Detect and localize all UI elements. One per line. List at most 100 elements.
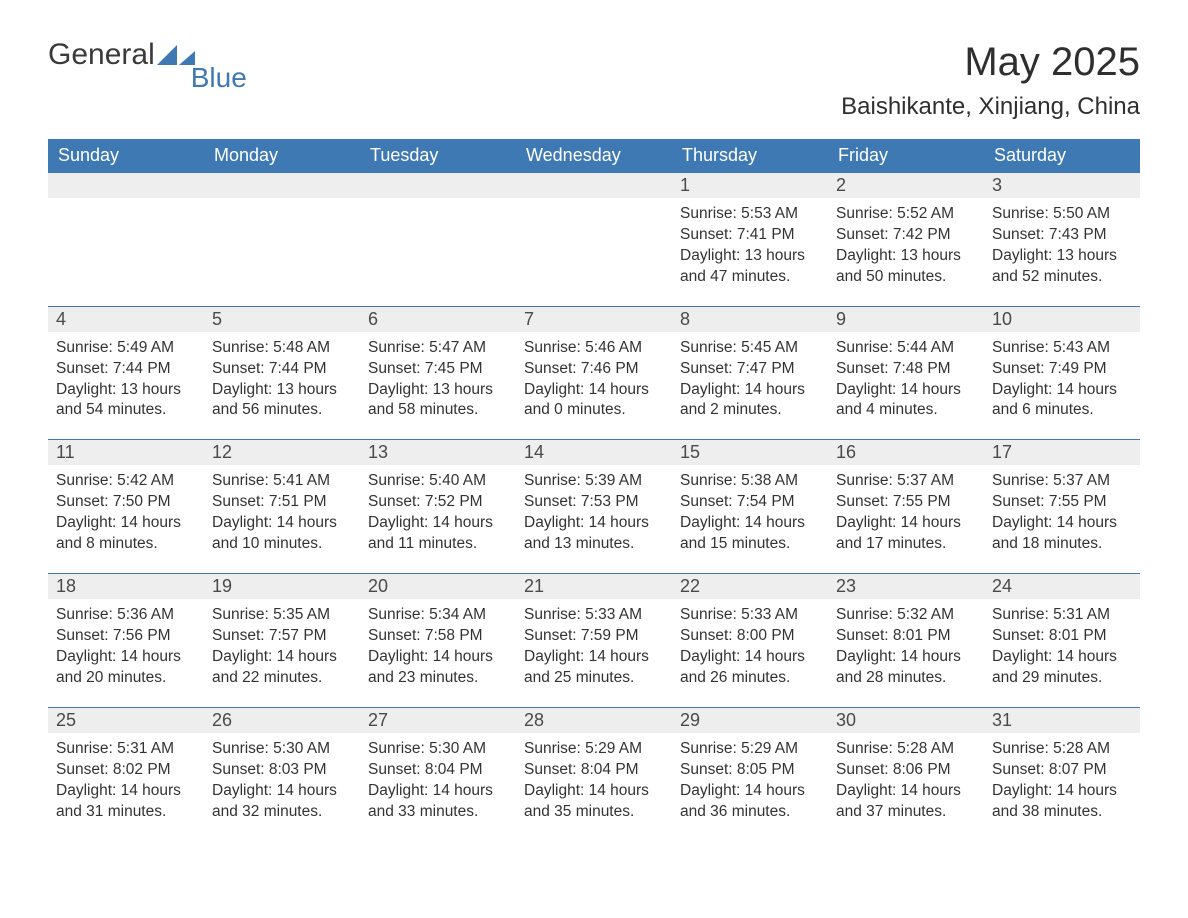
day-number: 19: [204, 574, 360, 599]
calendar-cell: 3Sunrise: 5:50 AMSunset: 7:43 PMDaylight…: [984, 173, 1140, 306]
logo: General Blue: [48, 40, 253, 70]
day-data: Sunrise: 5:37 AMSunset: 7:55 PMDaylight:…: [984, 465, 1140, 573]
day-number: 14: [516, 440, 672, 465]
day-number: 24: [984, 574, 1140, 599]
daylight-line: Daylight: 14 hours and 29 minutes.: [992, 647, 1132, 689]
daylight-line: Daylight: 14 hours and 32 minutes.: [212, 781, 352, 823]
sunrise-line: Sunrise: 5:29 AM: [524, 739, 664, 760]
day-number: 11: [48, 440, 204, 465]
day-number: 10: [984, 307, 1140, 332]
day-header: Sunday: [48, 139, 204, 172]
day-data: Sunrise: 5:53 AMSunset: 7:41 PMDaylight:…: [672, 198, 828, 306]
day-header: Wednesday: [516, 139, 672, 172]
daylight-line: Daylight: 14 hours and 31 minutes.: [56, 781, 196, 823]
calendar-cell: 9Sunrise: 5:44 AMSunset: 7:48 PMDaylight…: [828, 307, 984, 440]
day-data: Sunrise: 5:30 AMSunset: 8:03 PMDaylight:…: [204, 733, 360, 841]
day-number: 26: [204, 708, 360, 733]
sunrise-line: Sunrise: 5:29 AM: [680, 739, 820, 760]
daylight-line: Daylight: 14 hours and 6 minutes.: [992, 380, 1132, 422]
day-number: 4: [48, 307, 204, 332]
sunrise-line: Sunrise: 5:37 AM: [992, 471, 1132, 492]
day-data: Sunrise: 5:37 AMSunset: 7:55 PMDaylight:…: [828, 465, 984, 573]
day-number: 2: [828, 173, 984, 198]
calendar-cell: 5Sunrise: 5:48 AMSunset: 7:44 PMDaylight…: [204, 307, 360, 440]
daylight-line: Daylight: 14 hours and 2 minutes.: [680, 380, 820, 422]
sunrise-line: Sunrise: 5:28 AM: [836, 739, 976, 760]
sunrise-line: Sunrise: 5:46 AM: [524, 338, 664, 359]
day-number: 30: [828, 708, 984, 733]
daylight-line: Daylight: 14 hours and 33 minutes.: [368, 781, 508, 823]
sunset-line: Sunset: 7:55 PM: [992, 492, 1132, 513]
day-data: Sunrise: 5:38 AMSunset: 7:54 PMDaylight:…: [672, 465, 828, 573]
calendar-cell: 24Sunrise: 5:31 AMSunset: 8:01 PMDayligh…: [984, 574, 1140, 707]
logo-triangle-icon: [157, 41, 195, 70]
calendar-weeks: 1Sunrise: 5:53 AMSunset: 7:41 PMDaylight…: [48, 172, 1140, 840]
page-header: General Blue May 2025 Baishikante, Xinji…: [48, 40, 1140, 131]
sunset-line: Sunset: 7:50 PM: [56, 492, 196, 513]
sunset-line: Sunset: 7:58 PM: [368, 626, 508, 647]
day-number: 20: [360, 574, 516, 599]
sunrise-line: Sunrise: 5:33 AM: [680, 605, 820, 626]
sunset-line: Sunset: 8:01 PM: [836, 626, 976, 647]
day-data: Sunrise: 5:29 AMSunset: 8:05 PMDaylight:…: [672, 733, 828, 841]
sunrise-line: Sunrise: 5:34 AM: [368, 605, 508, 626]
sunset-line: Sunset: 7:52 PM: [368, 492, 508, 513]
day-data: [360, 198, 516, 222]
calendar-cell: 27Sunrise: 5:30 AMSunset: 8:04 PMDayligh…: [360, 708, 516, 841]
day-number: 29: [672, 708, 828, 733]
calendar-cell: 13Sunrise: 5:40 AMSunset: 7:52 PMDayligh…: [360, 440, 516, 573]
day-number: 6: [360, 307, 516, 332]
calendar-week: 18Sunrise: 5:36 AMSunset: 7:56 PMDayligh…: [48, 573, 1140, 707]
logo-word1: General: [48, 40, 155, 70]
calendar-cell: [204, 173, 360, 306]
daylight-line: Daylight: 14 hours and 35 minutes.: [524, 781, 664, 823]
calendar-cell: 18Sunrise: 5:36 AMSunset: 7:56 PMDayligh…: [48, 574, 204, 707]
day-data: Sunrise: 5:50 AMSunset: 7:43 PMDaylight:…: [984, 198, 1140, 306]
sunrise-line: Sunrise: 5:37 AM: [836, 471, 976, 492]
sunrise-line: Sunrise: 5:47 AM: [368, 338, 508, 359]
sunset-line: Sunset: 7:53 PM: [524, 492, 664, 513]
calendar-cell: 20Sunrise: 5:34 AMSunset: 7:58 PMDayligh…: [360, 574, 516, 707]
day-data: [48, 198, 204, 222]
day-header: Thursday: [672, 139, 828, 172]
calendar-week: 25Sunrise: 5:31 AMSunset: 8:02 PMDayligh…: [48, 707, 1140, 841]
calendar-week: 1Sunrise: 5:53 AMSunset: 7:41 PMDaylight…: [48, 172, 1140, 306]
calendar-cell: 28Sunrise: 5:29 AMSunset: 8:04 PMDayligh…: [516, 708, 672, 841]
day-number: [516, 173, 672, 198]
daylight-line: Daylight: 13 hours and 58 minutes.: [368, 380, 508, 422]
day-header: Monday: [204, 139, 360, 172]
sunrise-line: Sunrise: 5:31 AM: [992, 605, 1132, 626]
day-data: Sunrise: 5:41 AMSunset: 7:51 PMDaylight:…: [204, 465, 360, 573]
daylight-line: Daylight: 14 hours and 28 minutes.: [836, 647, 976, 689]
sunset-line: Sunset: 8:02 PM: [56, 760, 196, 781]
sunset-line: Sunset: 7:43 PM: [992, 225, 1132, 246]
sunrise-line: Sunrise: 5:49 AM: [56, 338, 196, 359]
day-data: Sunrise: 5:47 AMSunset: 7:45 PMDaylight:…: [360, 332, 516, 440]
day-number: 12: [204, 440, 360, 465]
calendar-week: 4Sunrise: 5:49 AMSunset: 7:44 PMDaylight…: [48, 306, 1140, 440]
sunrise-line: Sunrise: 5:50 AM: [992, 204, 1132, 225]
daylight-line: Daylight: 14 hours and 0 minutes.: [524, 380, 664, 422]
sunset-line: Sunset: 7:45 PM: [368, 359, 508, 380]
day-data: Sunrise: 5:52 AMSunset: 7:42 PMDaylight:…: [828, 198, 984, 306]
title-location: Baishikante, Xinjiang, China: [841, 93, 1140, 121]
calendar-cell: 25Sunrise: 5:31 AMSunset: 8:02 PMDayligh…: [48, 708, 204, 841]
sunrise-line: Sunrise: 5:43 AM: [992, 338, 1132, 359]
day-number: 16: [828, 440, 984, 465]
day-number: 13: [360, 440, 516, 465]
daylight-line: Daylight: 14 hours and 18 minutes.: [992, 513, 1132, 555]
daylight-line: Daylight: 14 hours and 17 minutes.: [836, 513, 976, 555]
sunset-line: Sunset: 8:00 PM: [680, 626, 820, 647]
calendar-cell: 8Sunrise: 5:45 AMSunset: 7:47 PMDaylight…: [672, 307, 828, 440]
calendar-cell: 22Sunrise: 5:33 AMSunset: 8:00 PMDayligh…: [672, 574, 828, 707]
day-number: [204, 173, 360, 198]
sunset-line: Sunset: 7:54 PM: [680, 492, 820, 513]
day-data: Sunrise: 5:44 AMSunset: 7:48 PMDaylight:…: [828, 332, 984, 440]
calendar-cell: 6Sunrise: 5:47 AMSunset: 7:45 PMDaylight…: [360, 307, 516, 440]
day-header: Friday: [828, 139, 984, 172]
calendar-cell: 12Sunrise: 5:41 AMSunset: 7:51 PMDayligh…: [204, 440, 360, 573]
calendar-cell: 31Sunrise: 5:28 AMSunset: 8:07 PMDayligh…: [984, 708, 1140, 841]
daylight-line: Daylight: 14 hours and 26 minutes.: [680, 647, 820, 689]
day-number: 15: [672, 440, 828, 465]
day-number: 18: [48, 574, 204, 599]
